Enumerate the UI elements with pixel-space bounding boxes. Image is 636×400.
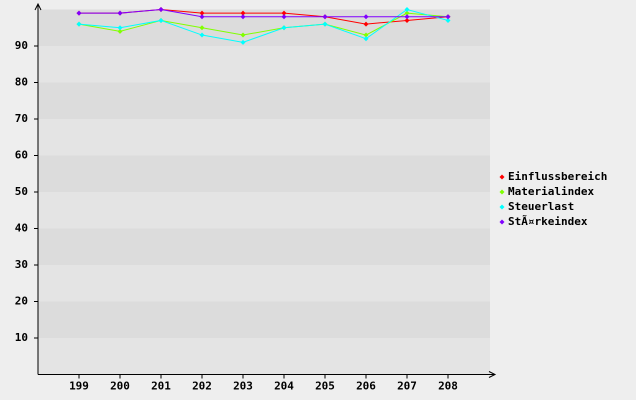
marker — [240, 32, 246, 38]
marker — [404, 17, 410, 23]
x-tick-label: 206 — [356, 380, 376, 393]
marker — [445, 14, 451, 20]
y-tick-label: 50 — [15, 185, 28, 198]
x-tick-label: 200 — [110, 380, 130, 393]
y-axis-arrow — [34, 2, 42, 11]
band — [38, 46, 490, 83]
marker — [281, 10, 287, 16]
marker — [117, 10, 123, 16]
band — [38, 338, 490, 375]
x-tick-label: 201 — [151, 380, 171, 393]
marker — [199, 14, 205, 20]
marker — [117, 25, 123, 31]
marker — [76, 21, 82, 27]
legend-label: Einflussbereich — [508, 170, 607, 183]
series-line — [78, 8, 449, 43]
marker — [281, 14, 287, 20]
x-tick-label: 204 — [274, 380, 294, 393]
band — [38, 119, 490, 156]
y-tick-label: 10 — [15, 331, 28, 344]
band — [38, 155, 490, 192]
marker — [240, 10, 246, 16]
legend-marker — [499, 174, 505, 180]
marker — [117, 28, 123, 34]
legend-marker — [499, 204, 505, 210]
band — [38, 301, 490, 338]
band — [38, 265, 490, 302]
legend-marker — [499, 219, 505, 225]
marker — [199, 25, 205, 31]
marker — [281, 25, 287, 31]
marker — [240, 14, 246, 20]
x-tick-label: 199 — [69, 380, 89, 393]
marker — [240, 39, 246, 45]
legend-label: Materialindex — [508, 185, 594, 198]
marker — [158, 7, 164, 12]
marker — [445, 17, 451, 23]
x-tick-label: 202 — [192, 380, 212, 393]
x-axis-arrow — [488, 371, 497, 378]
marker — [199, 10, 205, 16]
marker — [404, 10, 410, 16]
marker — [158, 17, 164, 23]
marker — [76, 10, 82, 16]
marker — [363, 21, 369, 27]
x-tick-label: 205 — [315, 380, 335, 393]
y-tick-label: 90 — [15, 39, 28, 52]
x-tick-label: 207 — [397, 380, 417, 393]
marker — [363, 36, 369, 42]
y-tick-label: 20 — [15, 295, 28, 308]
marker — [363, 32, 369, 38]
marker — [199, 32, 205, 38]
series-line — [79, 8, 448, 18]
y-tick-label: 40 — [15, 222, 28, 235]
x-tick-label: 208 — [438, 380, 458, 393]
marker — [322, 21, 328, 27]
band — [38, 9, 490, 46]
legend-marker — [499, 189, 505, 195]
marker — [404, 14, 410, 20]
y-tick-label: 80 — [15, 76, 28, 89]
marker — [322, 14, 328, 20]
y-tick-label: 70 — [15, 112, 28, 125]
y-tick-label: 60 — [15, 149, 28, 162]
legend-label: StÃ¤rkeindex — [508, 215, 588, 228]
band — [38, 192, 490, 229]
y-tick-label: 30 — [15, 258, 28, 271]
marker — [363, 14, 369, 20]
band — [38, 82, 490, 119]
marker — [404, 7, 410, 12]
x-tick-label: 203 — [233, 380, 253, 393]
band — [38, 228, 490, 265]
legend-label: Steuerlast — [508, 200, 574, 213]
